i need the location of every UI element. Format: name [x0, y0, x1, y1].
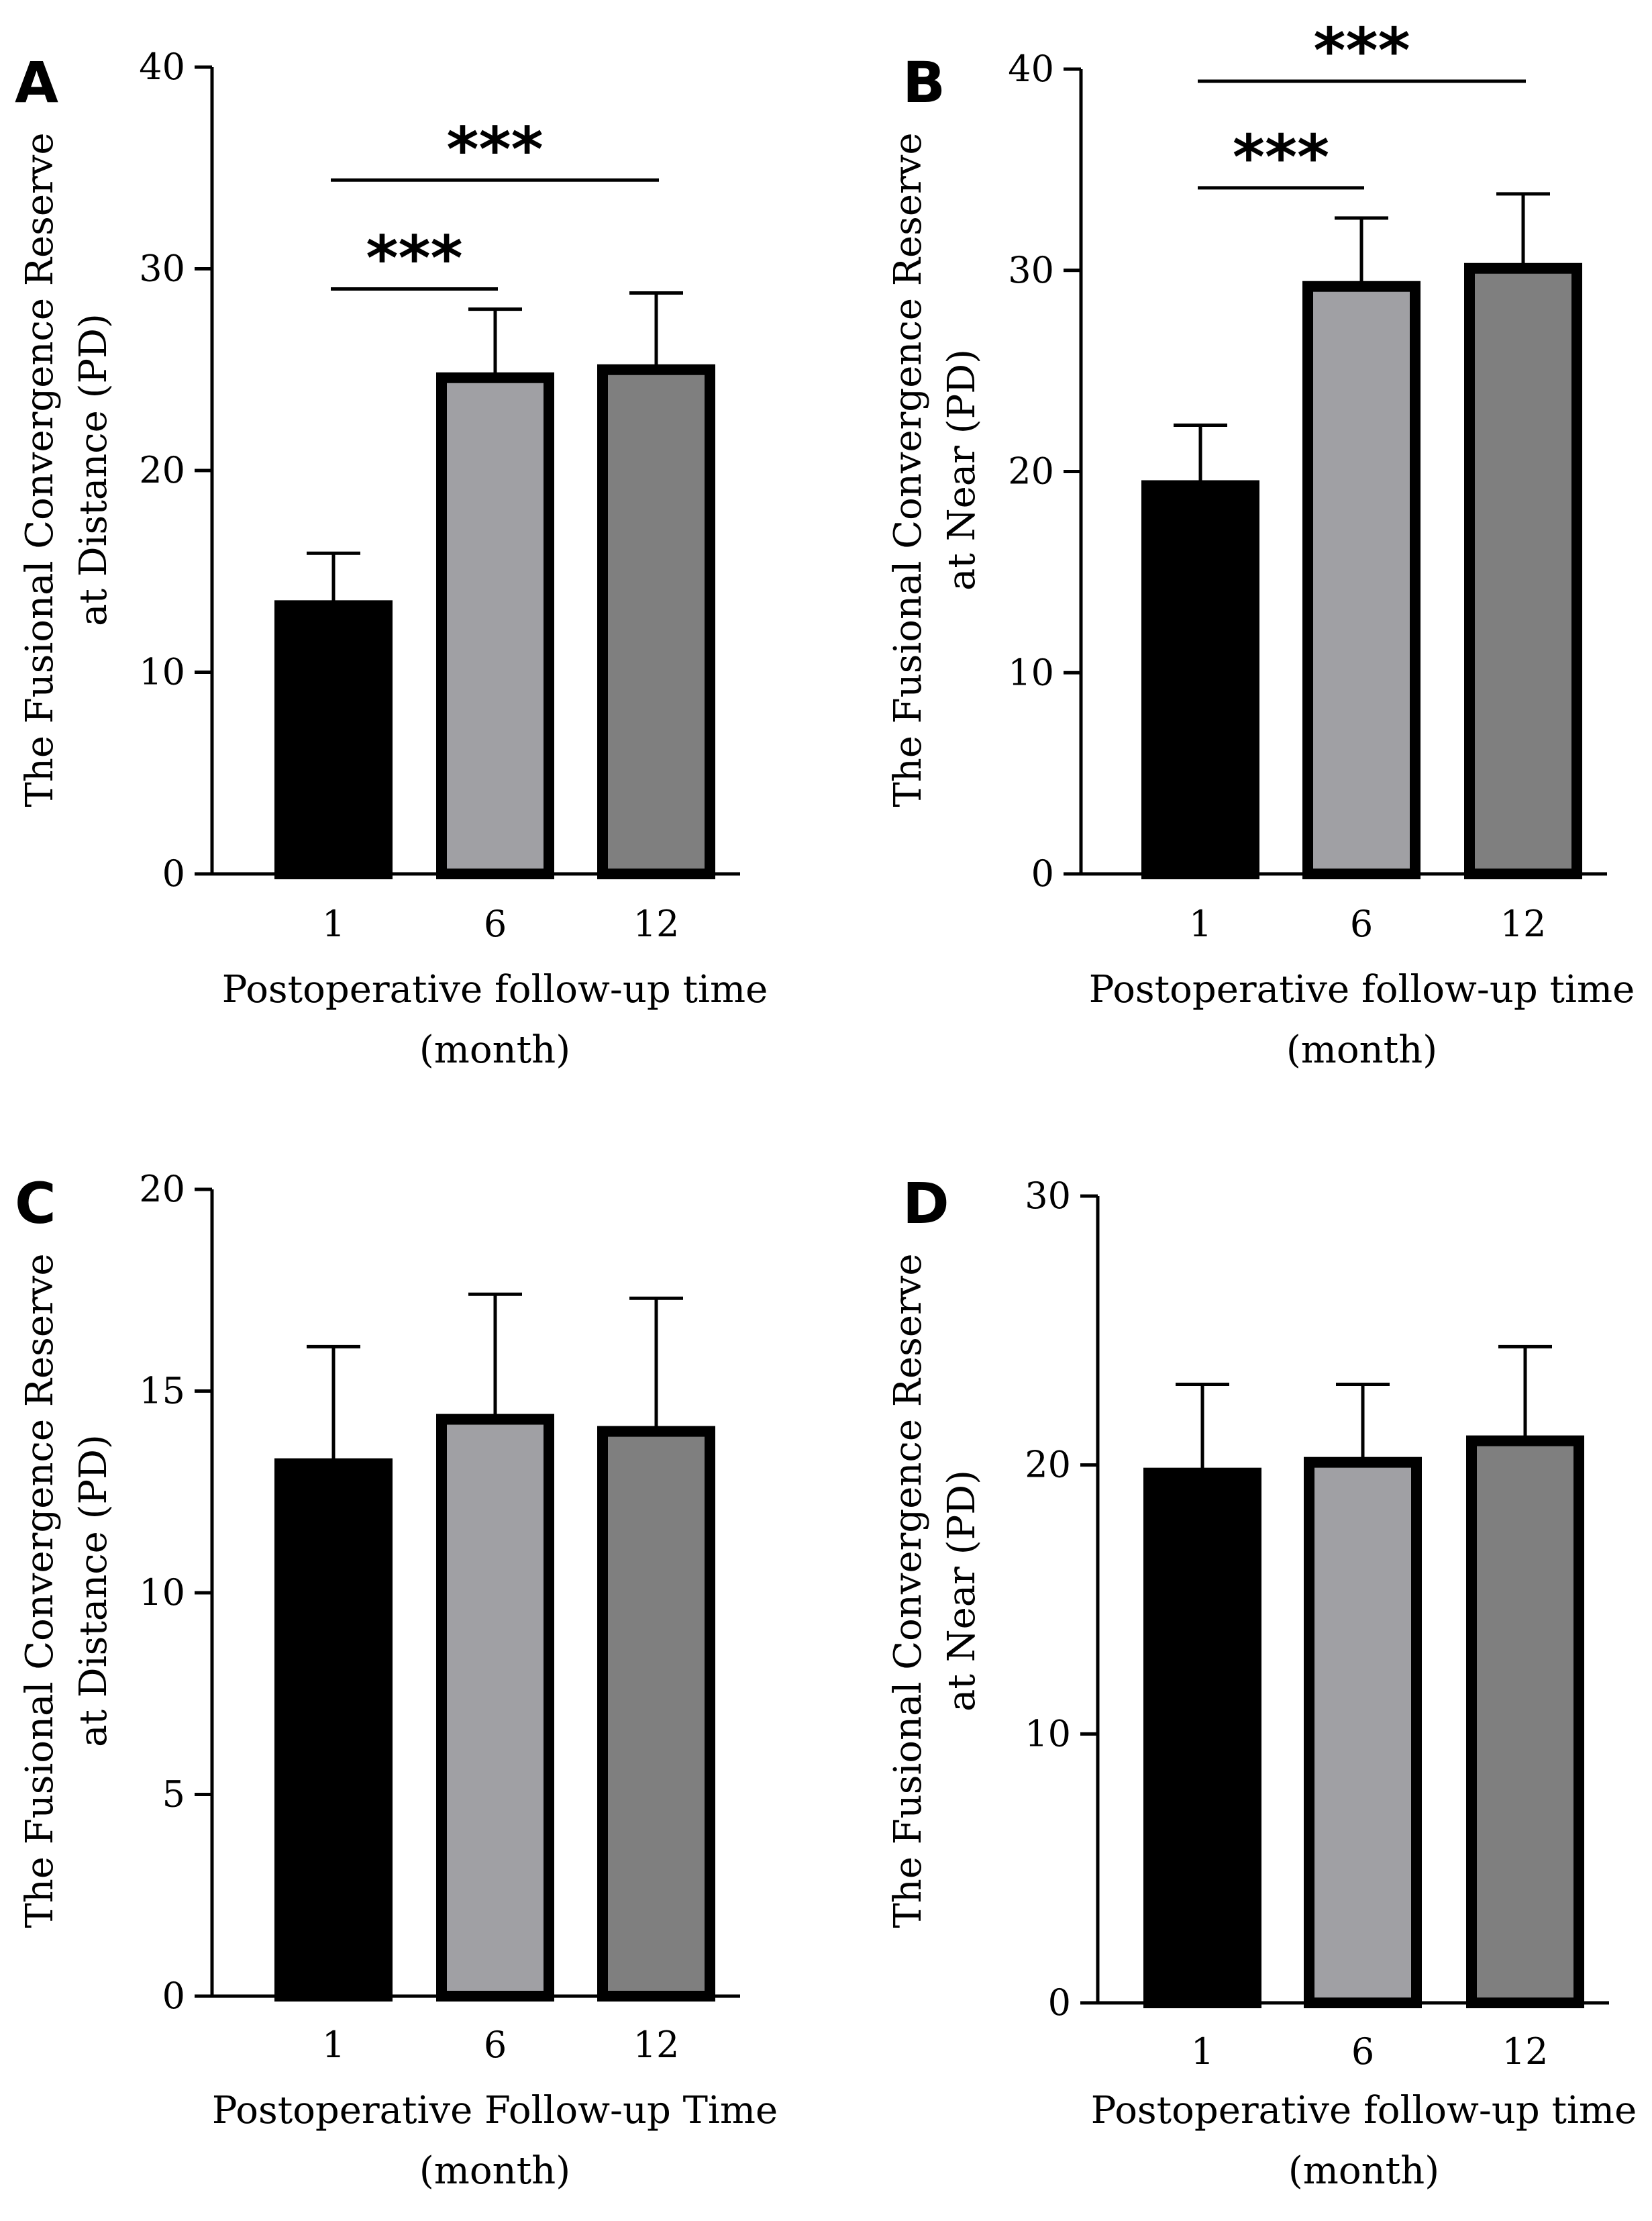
bar — [597, 364, 715, 879]
significance-label: *** — [366, 223, 462, 295]
y-tick-label: 20 — [1025, 1444, 1071, 1486]
bar — [1466, 1435, 1584, 2008]
y-tick-label: 10 — [1008, 651, 1054, 693]
y-tick-label: 40 — [1008, 48, 1054, 90]
panel-letter: C — [15, 1171, 56, 1236]
panel-b: B 0 10 20 30 40 1 6 12 Postoperative follow-up ti… — [886, 15, 1635, 1072]
x-axis-label: (month) — [419, 1028, 570, 1072]
x-axis-label: Postoperative follow-up time — [1091, 2089, 1637, 2132]
panel-d: D 0 10 20 30 1 6 12 Postoperative follow-up time… — [886, 1171, 1637, 2193]
bar — [1143, 1467, 1261, 2009]
x-tick-label: 6 — [1350, 903, 1373, 945]
significance-label: *** — [1233, 121, 1329, 193]
y-tick-label: 10 — [139, 651, 185, 693]
y-axis-label: The Fusional Convergence Reserve — [18, 1253, 62, 1928]
bar — [274, 1458, 393, 2002]
y-axis-label: The Fusional Convergence Reserve — [886, 1253, 930, 1928]
y-tick-label: 0 — [1048, 1981, 1071, 2024]
x-tick-label: 12 — [633, 903, 680, 945]
panel-letter: B — [902, 50, 945, 115]
y-tick-label: 30 — [1025, 1175, 1071, 1217]
x-axis-label: (month) — [1286, 1028, 1437, 1072]
x-tick-label: 12 — [1500, 903, 1547, 945]
x-axis-label: (month) — [419, 2149, 570, 2193]
y-tick-label: 20 — [1008, 450, 1054, 493]
y-tick-label: 20 — [139, 449, 185, 491]
x-tick-label: 12 — [633, 2024, 680, 2066]
y-tick-label: 10 — [139, 1571, 185, 1614]
panel-letter: A — [15, 50, 58, 115]
x-tick-label: 6 — [1351, 2030, 1374, 2073]
bar — [1302, 281, 1421, 880]
x-axis-label: Postoperative Follow-up Time — [212, 2089, 778, 2132]
x-axis-label: (month) — [1288, 2149, 1439, 2193]
bar — [1141, 480, 1259, 879]
bar — [274, 600, 393, 880]
x-tick-label: 1 — [1189, 903, 1212, 945]
y-axis-label: at Distance (PD) — [72, 1434, 115, 1747]
y-tick-label: 0 — [162, 1975, 185, 2017]
panel-a: A 0 10 20 30 40 1 6 12 Postoperative follow-up ti… — [15, 46, 768, 1072]
y-axis-label: The Fusional Convergence Reserve — [18, 132, 62, 807]
y-tick-label: 5 — [162, 1773, 185, 1816]
y-tick-label: 30 — [1008, 249, 1054, 291]
x-tick-label: 6 — [484, 903, 507, 945]
bar — [1464, 262, 1582, 879]
y-tick-label: 0 — [162, 852, 185, 895]
x-tick-label: 1 — [1191, 2030, 1214, 2073]
y-tick-label: 10 — [1025, 1712, 1071, 1755]
y-tick-label: 20 — [139, 1168, 185, 1210]
bar — [436, 1414, 554, 2002]
x-axis-label: Postoperative follow-up time — [222, 968, 768, 1011]
y-tick-label: 30 — [139, 248, 185, 290]
bar — [1304, 1457, 1422, 2008]
y-axis-label: at Near (PD) — [940, 1470, 984, 1712]
significance-label: *** — [1313, 15, 1410, 87]
panel-letter: D — [902, 1171, 949, 1236]
y-axis-label: at Distance (PD) — [72, 313, 115, 626]
y-axis-label: The Fusional Convergence Reserve — [886, 132, 930, 807]
x-tick-label: 12 — [1502, 2030, 1549, 2073]
x-tick-label: 6 — [484, 2024, 507, 2066]
x-tick-label: 1 — [322, 903, 345, 945]
y-tick-label: 15 — [139, 1370, 185, 1412]
bar — [597, 1426, 715, 2002]
y-tick-label: 40 — [139, 46, 185, 88]
bar — [436, 372, 554, 879]
y-tick-label: 0 — [1031, 852, 1054, 895]
significance-label: *** — [446, 113, 543, 185]
x-axis-label: Postoperative follow-up time — [1089, 968, 1635, 1011]
y-axis-label: at Near (PD) — [940, 349, 984, 591]
x-tick-label: 1 — [322, 2024, 345, 2066]
